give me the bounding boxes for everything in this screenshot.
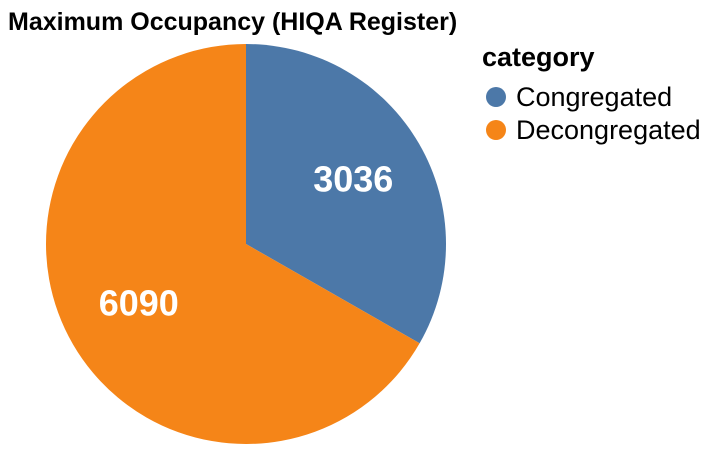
legend-title: category (482, 42, 595, 72)
pie-slice-decongregated (45, 44, 420, 444)
legend-label-decongregated: Decongregated (516, 115, 701, 145)
legend-label-congregated: Congregated (516, 82, 672, 112)
legend-swatch-decongregated (486, 120, 506, 140)
slice-value-label-congregated: 3036 (313, 158, 393, 199)
legend: category Congregated Decongregated (482, 42, 701, 145)
pie-slice-congregated (246, 44, 447, 344)
pie-slices (45, 44, 447, 444)
slice-value-label-decongregated: 6090 (99, 283, 179, 324)
pie-slice-labels: 3036 6090 (99, 158, 394, 323)
legend-swatch-congregated (486, 87, 506, 107)
chart-title: Maximum Occupancy (HIQA Register) (8, 8, 457, 36)
